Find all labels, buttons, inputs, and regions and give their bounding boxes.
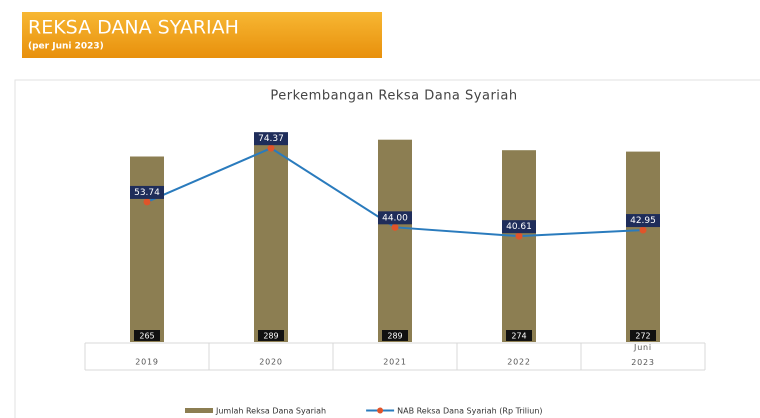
bar-label-box bbox=[630, 330, 656, 341]
bar-label: 274 bbox=[511, 332, 526, 341]
line-marker bbox=[143, 198, 151, 206]
bar-label-box bbox=[258, 330, 284, 341]
bar bbox=[502, 150, 536, 342]
bar-label-box bbox=[134, 330, 160, 341]
line-label: 42.95 bbox=[630, 216, 656, 226]
banner-title: REKSA DANA SYARIAH bbox=[28, 17, 239, 39]
bar-label: 272 bbox=[635, 332, 650, 341]
legend-marker bbox=[377, 407, 384, 414]
bar bbox=[626, 151, 660, 342]
chart-title: Perkembangan Reksa Dana Syariah bbox=[270, 89, 517, 104]
line-marker bbox=[515, 232, 523, 240]
legend-label: Jumlah Reksa Dana Syariah bbox=[215, 407, 326, 416]
bar bbox=[378, 139, 412, 342]
x-tick-label: 2019 bbox=[135, 358, 159, 367]
line-label-box bbox=[502, 220, 536, 234]
line-marker bbox=[267, 144, 275, 152]
legend-swatch bbox=[185, 408, 213, 413]
line-label-box bbox=[378, 211, 412, 225]
line-label-box bbox=[626, 214, 660, 228]
bar-label-box bbox=[506, 330, 532, 341]
line-label-box bbox=[254, 132, 288, 146]
banner bbox=[22, 12, 382, 58]
legend-label: NAB Reksa Dana Syariah (Rp Triliun) bbox=[397, 407, 542, 416]
x-tick-label: 2022 bbox=[507, 358, 531, 367]
line-label: 74.37 bbox=[258, 134, 284, 144]
line-label: 44.00 bbox=[382, 213, 408, 223]
x-tick-label: Juni 2023 bbox=[631, 343, 655, 367]
bar bbox=[130, 156, 164, 342]
line-marker bbox=[639, 226, 647, 234]
line-label: 40.61 bbox=[506, 222, 532, 232]
banner-subtitle: (per Juni 2023) bbox=[28, 42, 104, 52]
line-marker bbox=[391, 223, 399, 231]
bar-label-box bbox=[382, 330, 408, 341]
line-label: 53.74 bbox=[134, 188, 160, 198]
bar-label: 289 bbox=[387, 332, 402, 341]
bar bbox=[254, 139, 288, 342]
line-label-box bbox=[130, 185, 164, 199]
x-tick-label: 2021 bbox=[383, 358, 407, 367]
bar-label: 265 bbox=[139, 332, 154, 341]
x-tick-label: 2020 bbox=[259, 358, 283, 367]
bar-label: 289 bbox=[263, 332, 278, 341]
